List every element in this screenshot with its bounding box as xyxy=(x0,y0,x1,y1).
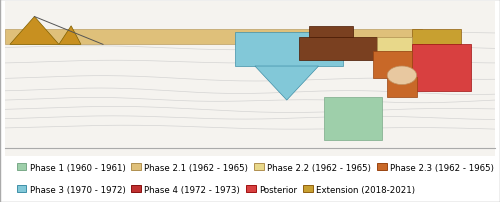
FancyBboxPatch shape xyxy=(387,77,416,98)
Polygon shape xyxy=(59,27,81,45)
Polygon shape xyxy=(255,67,318,101)
FancyBboxPatch shape xyxy=(299,37,378,61)
Ellipse shape xyxy=(387,67,416,85)
FancyBboxPatch shape xyxy=(309,27,353,37)
Polygon shape xyxy=(10,17,59,45)
FancyBboxPatch shape xyxy=(372,51,412,79)
FancyBboxPatch shape xyxy=(236,33,343,67)
FancyBboxPatch shape xyxy=(412,45,470,91)
Legend: Phase 3 (1970 - 1972), Phase 4 (1972 - 1973), Posterior, Extension (2018-2021): Phase 3 (1970 - 1972), Phase 4 (1972 - 1… xyxy=(14,182,417,196)
FancyBboxPatch shape xyxy=(412,30,461,45)
FancyBboxPatch shape xyxy=(378,37,412,51)
FancyBboxPatch shape xyxy=(5,30,422,45)
FancyBboxPatch shape xyxy=(324,98,382,141)
